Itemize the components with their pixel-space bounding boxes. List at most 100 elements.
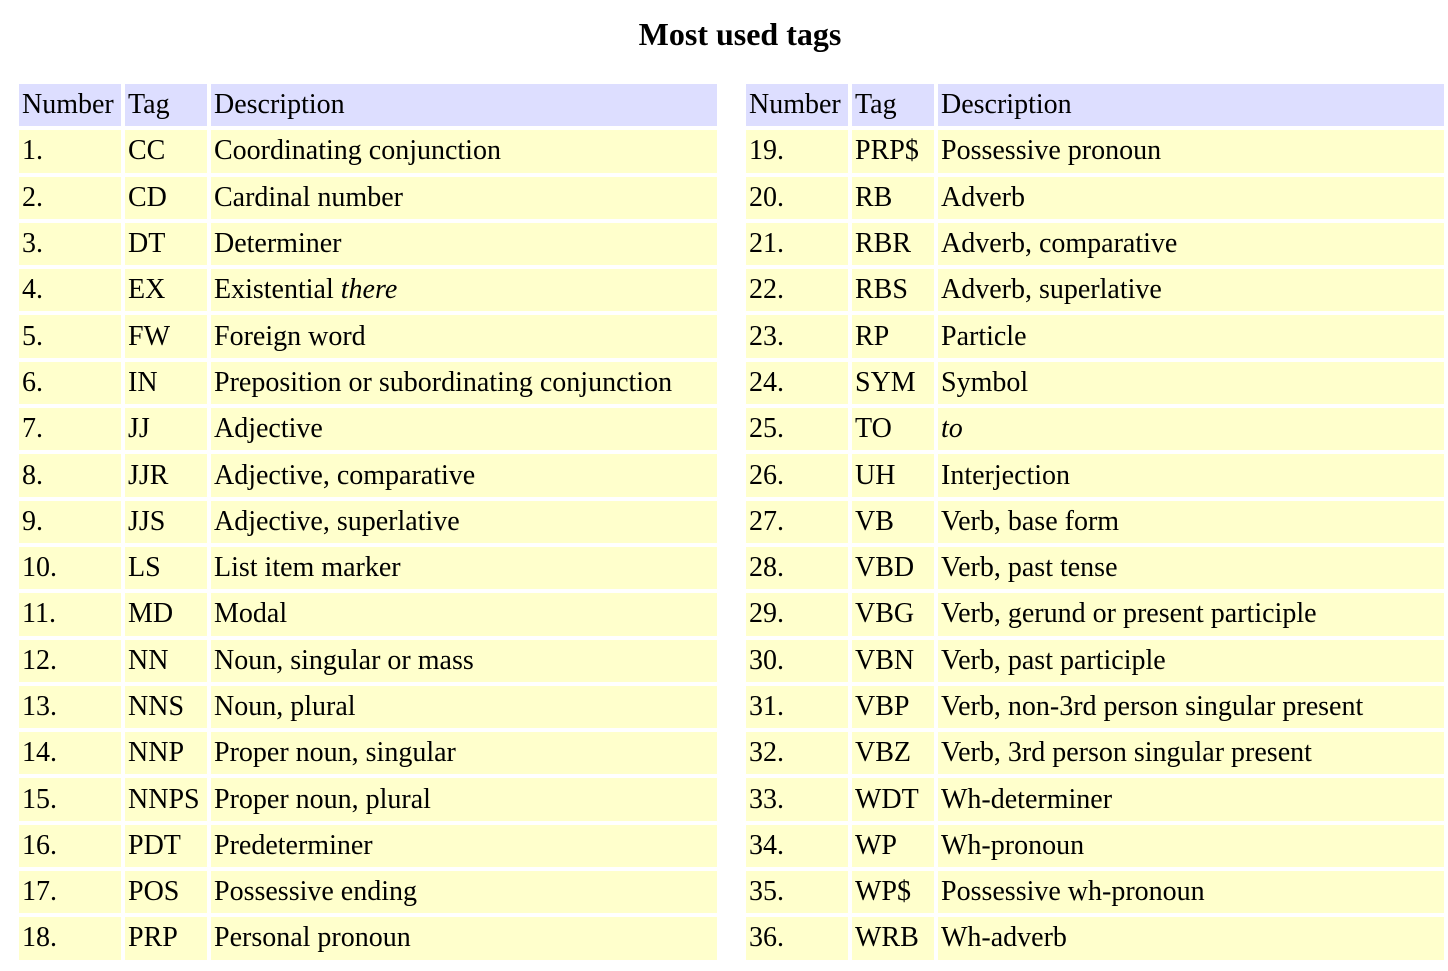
description-text: Personal pronoun bbox=[214, 922, 411, 954]
cell-description: Wh-determiner bbox=[938, 778, 1444, 821]
cell-number: 32. bbox=[746, 732, 848, 775]
cell-tag: VBD bbox=[852, 546, 934, 590]
table-row: 25. TO to bbox=[746, 408, 1444, 451]
cell-tag: POS bbox=[125, 871, 207, 914]
table-header-row: Number Tag Description bbox=[746, 84, 1444, 127]
cell-tag: RBS bbox=[852, 269, 934, 312]
cell-description: Cardinal number bbox=[211, 176, 717, 219]
description-text: Existential bbox=[214, 274, 341, 306]
cell-description: Possessive pronoun bbox=[938, 130, 1444, 173]
cell-number: 3. bbox=[19, 222, 121, 266]
description-italic-text: to bbox=[941, 413, 963, 445]
cell-tag: VBP bbox=[852, 685, 934, 729]
description-text: Adjective, comparative bbox=[214, 459, 476, 491]
description-text: Wh-determiner bbox=[941, 783, 1113, 815]
cell-number: 33. bbox=[746, 778, 848, 821]
cell-tag: NNP bbox=[125, 732, 207, 775]
cell-tag: JJR bbox=[125, 454, 207, 497]
description-text: Possessive wh-pronoun bbox=[941, 876, 1205, 908]
cell-number: 4. bbox=[19, 269, 121, 312]
cell-number: 13. bbox=[19, 685, 121, 729]
table-row: 35. WP$ Possessive wh-pronoun bbox=[746, 871, 1444, 914]
description-text: Adjective, superlative bbox=[214, 505, 460, 537]
description-text: Wh-pronoun bbox=[941, 829, 1085, 861]
cell-description: Interjection bbox=[938, 454, 1444, 497]
header-description: Description bbox=[211, 84, 717, 127]
description-text: Symbol bbox=[941, 366, 1029, 398]
table-row: 33. WDT Wh-determiner bbox=[746, 778, 1444, 821]
cell-number: 31. bbox=[746, 685, 848, 729]
cell-tag: RP bbox=[852, 315, 934, 358]
table-row: 20. RB Adverb bbox=[746, 176, 1444, 219]
description-text: Possessive ending bbox=[214, 876, 417, 908]
cell-tag: WP bbox=[852, 824, 934, 868]
table-row: 15. NNPS Proper noun, plural bbox=[19, 778, 717, 821]
header-number: Number bbox=[746, 84, 848, 127]
cell-description: Preposition or subordinating conjunction bbox=[211, 361, 717, 405]
description-text: Adverb, superlative bbox=[941, 274, 1162, 306]
cell-tag: VBZ bbox=[852, 732, 934, 775]
cell-number: 27. bbox=[746, 500, 848, 543]
table-row: 14. NNP Proper noun, singular bbox=[19, 732, 717, 775]
cell-number: 16. bbox=[19, 824, 121, 868]
table-row: 17. POS Possessive ending bbox=[19, 871, 717, 914]
cell-description: Symbol bbox=[938, 361, 1444, 405]
cell-description: Coordinating conjunction bbox=[211, 130, 717, 173]
cell-number: 19. bbox=[746, 130, 848, 173]
description-text: Adverb, comparative bbox=[941, 228, 1178, 260]
table-row: 30. VBN Verb, past participle bbox=[746, 639, 1444, 682]
cell-description: Verb, past tense bbox=[938, 546, 1444, 590]
cell-description: Particle bbox=[938, 315, 1444, 358]
cell-tag: MD bbox=[125, 593, 207, 636]
table-row: 6. IN Preposition or subordinating conjunc… bbox=[19, 361, 717, 405]
cell-tag: NN bbox=[125, 639, 207, 682]
cell-description: Verb, gerund or present participle bbox=[938, 593, 1444, 636]
cell-number: 30. bbox=[746, 639, 848, 682]
description-text: Cardinal number bbox=[214, 181, 403, 213]
cell-number: 7. bbox=[19, 408, 121, 451]
cell-description: Possessive wh-pronoun bbox=[938, 871, 1444, 914]
cell-tag: PRP$ bbox=[852, 130, 934, 173]
table-row: 31. VBP Verb, non-3rd person singular pres… bbox=[746, 685, 1444, 729]
cell-number: 28. bbox=[746, 546, 848, 590]
table-row: 18. PRP Personal pronoun bbox=[19, 917, 717, 960]
table-row: 11. MD Modal bbox=[19, 593, 717, 636]
cell-number: 25. bbox=[746, 408, 848, 451]
cell-tag: WDT bbox=[852, 778, 934, 821]
cell-description: Verb, past participle bbox=[938, 639, 1444, 682]
table-row: 9. JJS Adjective, superlative bbox=[19, 500, 717, 543]
table-row: 34. WP Wh-pronoun bbox=[746, 824, 1444, 868]
cell-description: Adjective, superlative bbox=[211, 500, 717, 543]
cell-tag: RB bbox=[852, 176, 934, 219]
description-text: Adverb bbox=[941, 181, 1025, 213]
table-row: 21. RBR Adverb, comparative bbox=[746, 222, 1444, 266]
description-text: Verb, base form bbox=[941, 505, 1120, 537]
cell-description: Personal pronoun bbox=[211, 917, 717, 960]
tags-table-right: Number Tag Description 19. PRP$ Possessive… bbox=[742, 80, 1448, 964]
table-row: 3. DT Determiner bbox=[19, 222, 717, 266]
cell-description: Adverb, superlative bbox=[938, 269, 1444, 312]
cell-description: Predeterminer bbox=[211, 824, 717, 868]
description-text: Modal bbox=[214, 598, 288, 630]
tags-table-left-body: 1. CC Coordinating conjunction 2. CD Cardinal… bbox=[19, 130, 717, 960]
table-row: 24. SYM Symbol bbox=[746, 361, 1444, 405]
cell-number: 2. bbox=[19, 176, 121, 219]
cell-number: 5. bbox=[19, 315, 121, 358]
cell-number: 8. bbox=[19, 454, 121, 497]
table-row: 32. VBZ Verb, 3rd person singular present bbox=[746, 732, 1444, 775]
cell-number: 14. bbox=[19, 732, 121, 775]
table-header-row: Number Tag Description bbox=[19, 84, 717, 127]
description-text: Determiner bbox=[214, 228, 342, 260]
cell-number: 17. bbox=[19, 871, 121, 914]
description-text: Proper noun, singular bbox=[214, 737, 456, 769]
header-tag: Tag bbox=[125, 84, 207, 127]
cell-number: 35. bbox=[746, 871, 848, 914]
description-text: Adjective bbox=[214, 413, 323, 445]
cell-tag: JJS bbox=[125, 500, 207, 543]
cell-tag: SYM bbox=[852, 361, 934, 405]
table-row: 8. JJR Adjective, comparative bbox=[19, 454, 717, 497]
table-row: 23. RP Particle bbox=[746, 315, 1444, 358]
cell-number: 6. bbox=[19, 361, 121, 405]
cell-tag: NNS bbox=[125, 685, 207, 729]
cell-number: 21. bbox=[746, 222, 848, 266]
